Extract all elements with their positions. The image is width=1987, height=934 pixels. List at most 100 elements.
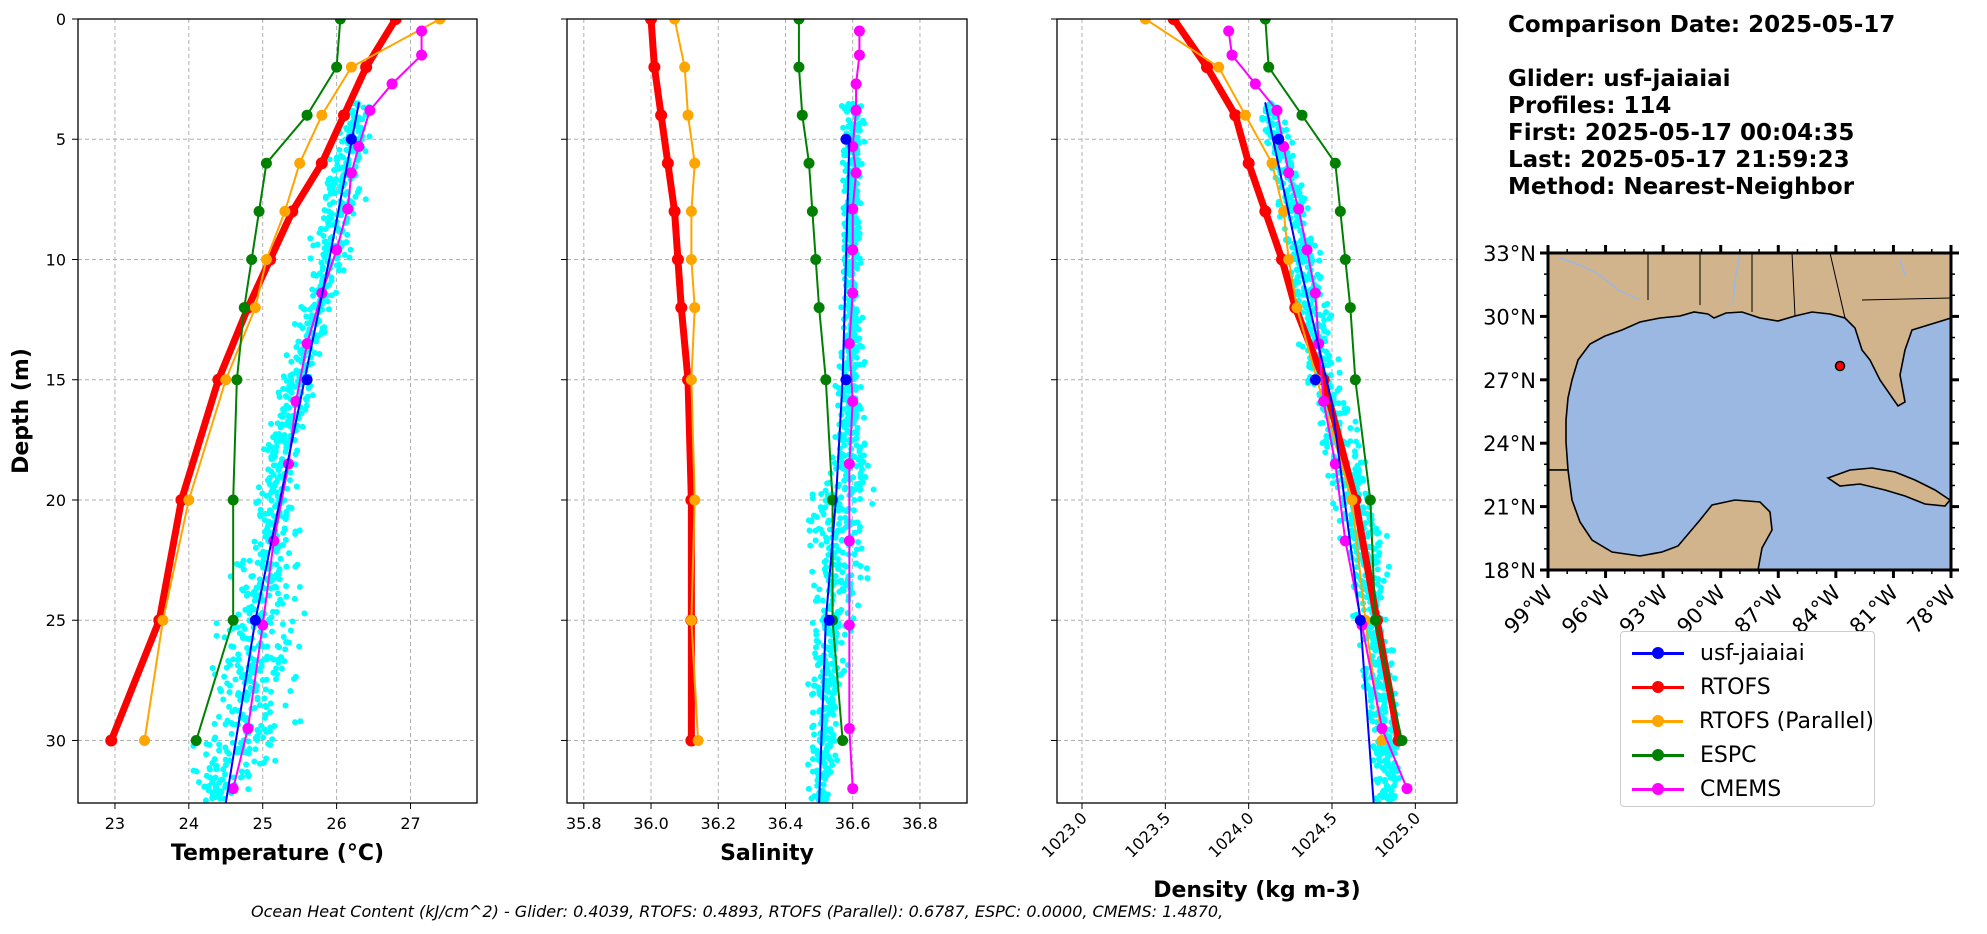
axes-frame: [1056, 18, 1458, 804]
scatter-point: [1336, 517, 1343, 524]
series-point-cmems: [843, 458, 855, 470]
axes-frame: [566, 18, 968, 804]
scatter-point: [825, 765, 832, 772]
scatter-point: [1374, 779, 1381, 786]
scatter-point: [235, 651, 242, 658]
scatter-point: [1373, 525, 1380, 532]
scatter-point: [809, 768, 816, 775]
scatter-point: [857, 474, 864, 481]
series-point-rtofs: [1201, 61, 1213, 74]
scatter-point: [265, 476, 272, 483]
scatter-point: [820, 789, 827, 796]
scatter-point: [1386, 798, 1393, 803]
scatter-point: [273, 561, 280, 568]
map-lon-label: 78°W: [1903, 580, 1961, 638]
scatter-point: [829, 661, 836, 668]
scatter-point: [294, 561, 301, 568]
scatter-point: [252, 544, 259, 551]
scatter-point: [226, 703, 233, 710]
series-point-espc: [810, 253, 822, 265]
scatter-point: [842, 514, 849, 521]
scatter-point: [841, 667, 848, 674]
scatter-point: [1307, 364, 1314, 371]
scatter-point: [858, 545, 865, 552]
scatter-point: [832, 434, 839, 441]
scatter-point: [822, 487, 829, 494]
series-point-espc: [820, 374, 832, 386]
series-point-rtofs-parallel: [689, 494, 701, 506]
scatter-point: [1373, 677, 1380, 684]
scatter-point: [268, 688, 275, 695]
scatter-point: [1305, 239, 1312, 246]
scatter-point: [1353, 467, 1360, 474]
scatter-point: [816, 660, 823, 667]
scatter-point: [1293, 184, 1300, 191]
scatter-point: [291, 321, 298, 328]
scatter-point: [211, 720, 218, 727]
scatter-point: [862, 473, 869, 480]
scatter-point: [835, 390, 842, 397]
scatter-point: [268, 628, 275, 635]
scatter-point: [245, 786, 252, 793]
scatter-point: [309, 392, 316, 399]
map-lat-label: 18°N: [1483, 559, 1536, 583]
scatter-point: [863, 565, 870, 572]
plot-region: [105, 19, 446, 803]
map-land-mexico: [1547, 469, 1773, 571]
series-point-espc: [334, 19, 346, 25]
scatter-point: [222, 721, 229, 728]
scatter-point: [1380, 787, 1387, 794]
series-point-rtofs: [338, 109, 350, 122]
scatter-point: [835, 520, 842, 527]
scatter-point: [815, 655, 822, 662]
scatter-point: [1357, 459, 1364, 466]
scatter-point: [1335, 400, 1342, 407]
scatter-point: [230, 656, 237, 663]
map-lon-label: 84°W: [1787, 580, 1845, 638]
series-point-cmems: [1283, 167, 1295, 179]
scatter-point: [243, 592, 250, 599]
scatter-point: [259, 490, 266, 497]
scatter-point: [280, 409, 287, 416]
scatter-point: [190, 767, 197, 774]
scatter-point: [279, 621, 286, 628]
series-point-espc: [227, 494, 239, 506]
scatter-point: [1374, 683, 1381, 690]
series-point-espc: [246, 253, 258, 265]
scatter-point: [823, 772, 830, 779]
series-point-cmems: [301, 338, 313, 350]
series-point-rtofs-parallel: [260, 253, 272, 265]
scatter-point: [831, 459, 838, 466]
scatter-point: [825, 677, 832, 684]
scatter-point: [250, 645, 257, 652]
scatter-point: [842, 472, 849, 479]
scatter-point: [293, 367, 300, 374]
scatter-point: [296, 584, 303, 591]
scatter-point: [1382, 696, 1389, 703]
axes-frame: [77, 18, 478, 804]
scatter-point: [1287, 194, 1294, 201]
scatter-point: [832, 573, 839, 580]
series-point-rtofs-parallel: [685, 614, 697, 626]
scatter-point: [325, 222, 332, 229]
scatter-point: [263, 526, 270, 533]
scatter-point: [292, 451, 299, 458]
scatter-point: [256, 760, 263, 767]
scatter-point: [325, 181, 332, 188]
scatter-point: [246, 745, 253, 752]
comparison-info: Comparison Date: 2025-05-17 Glider: usf-…: [1508, 12, 1895, 201]
scatter-point: [310, 242, 317, 249]
scatter-point: [251, 538, 258, 545]
scatter-point: [321, 207, 328, 214]
scatter-point: [260, 548, 267, 555]
scatter-point: [809, 619, 816, 626]
scatter-point: [232, 706, 239, 713]
scatter-point: [283, 508, 290, 515]
legend-item-glider: usf-jaiaiai: [1621, 636, 1874, 670]
scatter-point: [272, 447, 279, 454]
series-point-rtofs: [1229, 109, 1242, 122]
scatter-point: [209, 665, 216, 672]
scatter-point: [838, 606, 845, 613]
scatter-point: [845, 573, 852, 580]
scatter-point: [840, 124, 847, 131]
